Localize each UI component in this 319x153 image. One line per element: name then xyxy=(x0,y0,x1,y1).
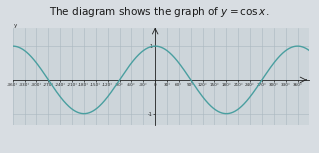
Text: The diagram shows the graph of $y = \cos x$.: The diagram shows the graph of $y = \cos… xyxy=(49,5,270,19)
Text: y: y xyxy=(14,22,18,28)
